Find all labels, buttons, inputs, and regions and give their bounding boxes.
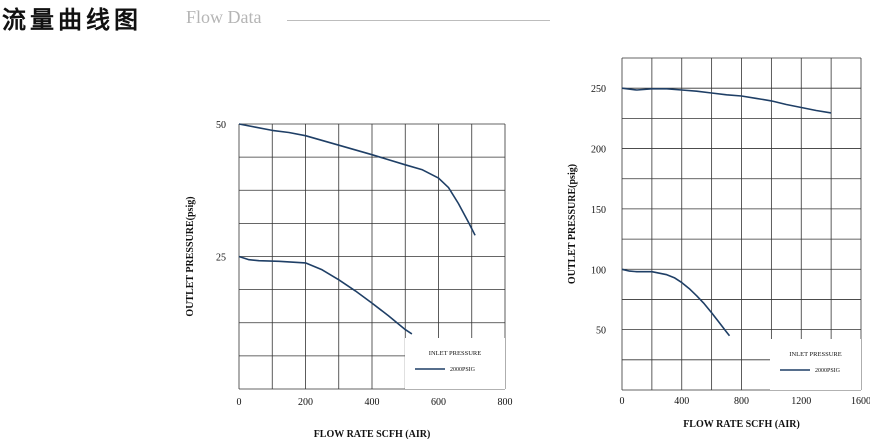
y-tick-label: 50 <box>216 120 226 131</box>
legend-entry: 2000PSIG <box>815 368 841 374</box>
x-tick-label: 1200 <box>791 396 811 407</box>
legend-title: INLET PRESSURE <box>789 351 841 358</box>
page-title-cn: 流量曲线图 <box>2 6 142 34</box>
x-tick-label: 400 <box>365 397 380 408</box>
legend: INLET PRESSURE 2000PSIG <box>770 339 861 390</box>
legend-box <box>405 338 505 389</box>
page-title-en: Flow Data <box>186 7 262 27</box>
series-line-1 <box>621 87 832 114</box>
legend-box <box>770 339 861 390</box>
x-tick-label: 200 <box>298 397 313 408</box>
x-tick-label: 800 <box>734 396 749 407</box>
series-line-1 <box>238 123 476 236</box>
title-divider <box>287 20 550 21</box>
y-tick-label: 200 <box>591 145 606 156</box>
x-tick-label: 800 <box>498 397 513 408</box>
x-tick-label: 0 <box>620 396 625 407</box>
x-axis-label: FLOW RATE SCFH (AIR) <box>314 429 431 439</box>
x-tick-label: 1600 <box>851 396 870 407</box>
grid-lines <box>621 57 862 391</box>
y-tick-label: 250 <box>591 84 606 95</box>
x-tick-label: 600 <box>431 397 446 408</box>
legend-entry: 2000PSIG <box>450 367 476 373</box>
legend-title: INLET PRESSURE <box>429 350 481 357</box>
legend: INLET PRESSURE 2000PSIG <box>405 338 505 389</box>
x-tick-label: 0 <box>237 397 242 408</box>
series-line-2 <box>238 255 413 335</box>
y-tick-label: 100 <box>591 265 606 276</box>
x-tick-label: 400 <box>674 396 689 407</box>
x-axis-label: FLOW RATE SCFH (AIR) <box>683 419 800 430</box>
y-tick-label: 25 <box>216 253 226 264</box>
y-axis-label: OUTLET PRESSURE(psig) <box>185 196 196 316</box>
y-axis-label: OUTLET PRESSURE(psig) <box>567 164 578 284</box>
y-tick-label: 150 <box>591 205 606 216</box>
series-line-2 <box>621 268 731 337</box>
page-header: 流量曲线图 Flow Data <box>0 0 870 40</box>
y-tick-label: 50 <box>596 326 606 337</box>
